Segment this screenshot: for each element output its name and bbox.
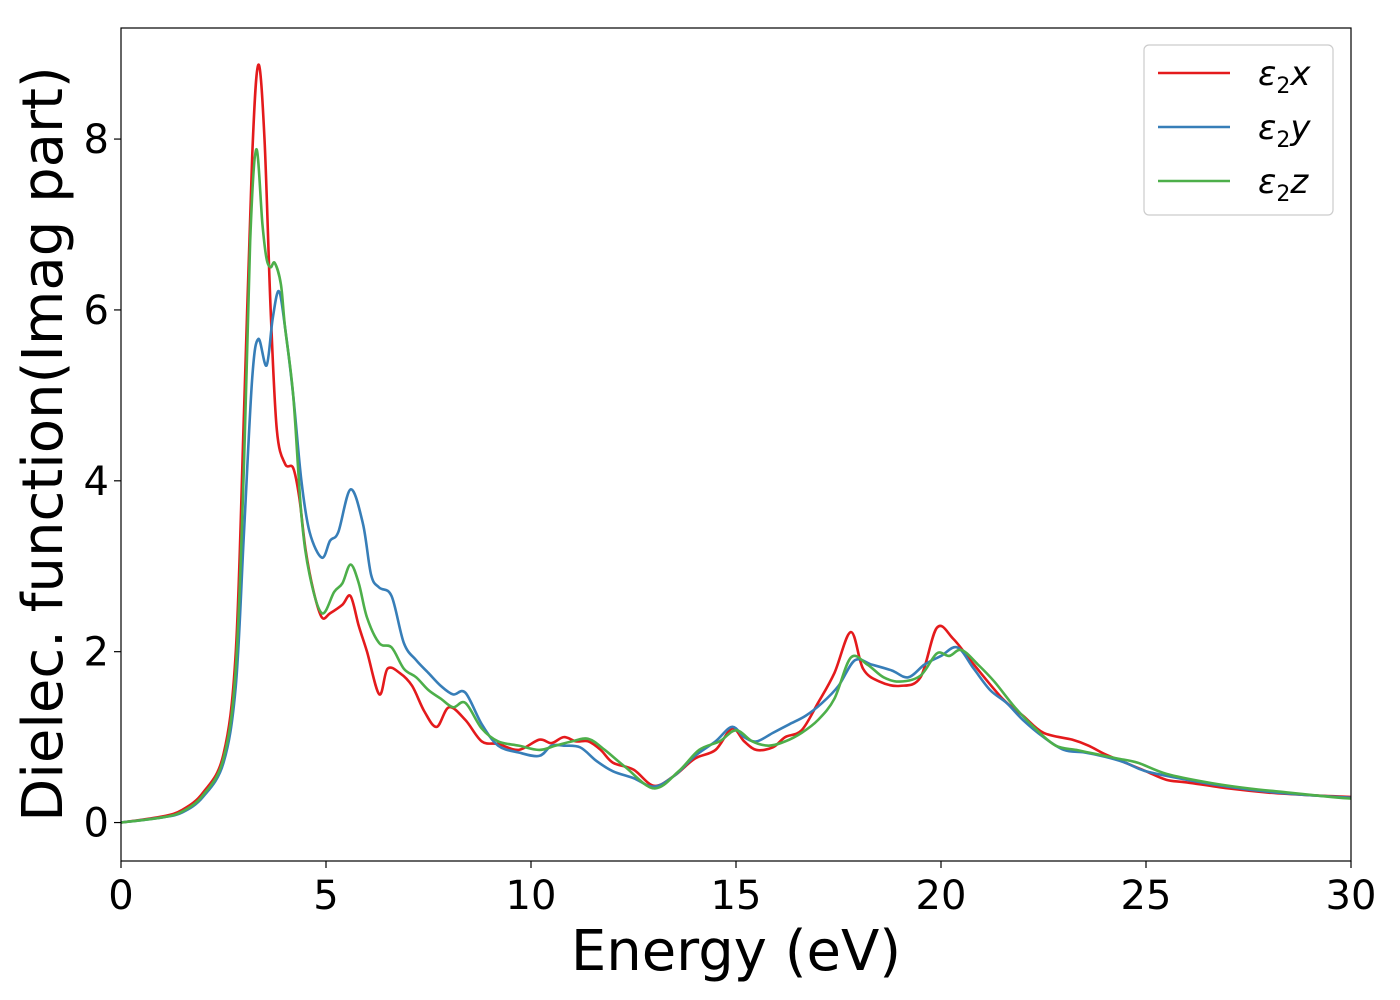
- y-tick-label: 4: [84, 459, 109, 505]
- x-axis-label: Energy (eV): [571, 919, 901, 984]
- x-tick-label: 15: [711, 873, 762, 919]
- x-tick-label: 25: [1121, 873, 1172, 919]
- series-line-y: [120, 289, 1352, 824]
- y-tick-label: 6: [84, 288, 109, 334]
- x-tick-label: 20: [916, 873, 967, 919]
- x-tick-label: 5: [313, 873, 338, 919]
- y-tick-label: 0: [84, 801, 109, 847]
- legend-label-x: ε2x: [1258, 54, 1311, 99]
- y-axis-label: Dielec. function(Imag part): [11, 66, 76, 822]
- x-tick-label: 30: [1326, 873, 1377, 919]
- legend-box: [1143, 44, 1334, 216]
- y-tick-label: 8: [84, 117, 109, 163]
- series-lines: [120, 63, 1352, 824]
- legend-label-y: ε2y: [1258, 108, 1311, 153]
- series-line-z: [120, 148, 1352, 824]
- y-tick-label: 2: [84, 630, 109, 676]
- legend-label-z: ε2z: [1258, 162, 1309, 207]
- x-tick-label: 0: [108, 873, 133, 919]
- x-tick-label: 10: [506, 873, 557, 919]
- legend: ε2x ε2y ε2z: [1143, 44, 1334, 216]
- y-axis: 0 2 4 6 8: [84, 117, 121, 847]
- x-axis: 0 5 10 15 20 25 30: [108, 861, 1376, 919]
